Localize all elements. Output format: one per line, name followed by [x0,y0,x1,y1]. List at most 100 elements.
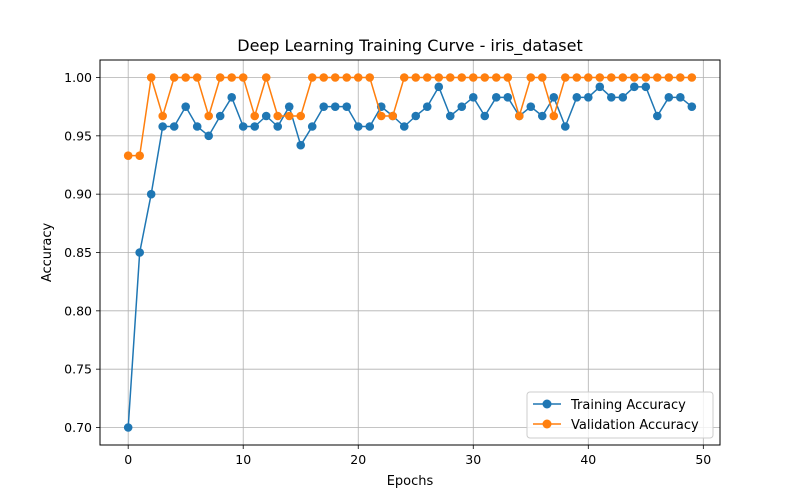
validation-accuracy-point [365,73,375,82]
validation-accuracy-point [572,73,582,82]
training-accuracy-point [560,122,570,131]
validation-accuracy-point [284,111,294,121]
training-accuracy-point [192,122,202,131]
training-accuracy-point [445,111,455,121]
validation-accuracy-point [123,151,133,160]
series-validation-accuracy [123,73,697,160]
x-axis-ticks: 0 10 20 30 40 50 [124,445,711,467]
validation-accuracy-point [606,73,616,82]
y-tick-label: 0.70 [64,420,92,435]
training-accuracy-point [181,102,190,111]
legend-label-validation: Validation Accuracy [571,418,699,433]
training-accuracy-point [399,122,409,131]
training-accuracy-point [215,111,225,121]
x-tick-label: 40 [580,452,596,467]
training-accuracy-point [307,122,317,131]
validation-accuracy-point [468,73,478,82]
y-tick-label: 0.90 [64,187,92,202]
y-tick-label: 0.95 [64,128,92,143]
training-accuracy-point [123,423,133,432]
series-layer [123,73,697,432]
validation-accuracy-point [169,73,179,82]
training-accuracy-point [158,122,167,131]
training-accuracy-point [537,111,547,121]
training-accuracy-point [480,111,490,121]
training-accuracy-point [135,248,144,257]
training-accuracy-point [169,122,179,131]
validation-accuracy-point [227,73,237,82]
legend-box [526,391,714,439]
training-accuracy-point [434,82,444,92]
training-accuracy-point [653,111,662,121]
validation-accuracy-point [296,111,306,121]
validation-accuracy-point [411,73,421,82]
training-accuracy-point [238,122,248,131]
training-accuracy-point [491,93,501,102]
legend-label-training: Training Accuracy [570,398,686,413]
y-axis-ticks: 0.70 0.75 0.80 0.85 0.90 0.95 1.00 [64,70,100,435]
validation-accuracy-point [238,73,248,82]
validation-accuracy-point [618,73,628,82]
validation-accuracy-point [158,111,167,121]
validation-accuracy-point [434,73,444,82]
training-accuracy-point [526,102,536,111]
training-accuracy-point [687,102,697,111]
legend: Training Accuracy Validation Accuracy [526,391,714,439]
validation-accuracy-point [342,73,352,82]
training-accuracy-point [227,93,237,102]
training-accuracy-point [353,122,363,131]
training-accuracy-point [503,93,513,102]
training-accuracy-point [296,140,306,150]
validation-accuracy-point [537,73,547,82]
training-accuracy-point [676,93,685,102]
validation-accuracy-point [641,73,651,82]
validation-accuracy-point [676,73,685,82]
validation-accuracy-point [146,73,156,82]
training-accuracy-point [319,102,329,111]
y-tick-label: 0.80 [64,303,92,318]
x-tick-label: 50 [695,452,711,467]
y-tick-label: 1.00 [64,70,92,85]
training-accuracy-point [618,93,628,102]
validation-accuracy-point [399,73,409,82]
validation-accuracy-point [595,73,605,82]
chart-title: Deep Learning Training Curve - iris_data… [237,36,582,56]
training-accuracy-point [457,102,467,111]
x-tick-label: 10 [235,452,251,467]
validation-accuracy-point [457,73,467,82]
validation-accuracy-point [192,73,202,82]
validation-accuracy-point [480,73,490,82]
validation-accuracy-point [514,111,524,121]
x-tick-label: 0 [124,452,132,467]
training-accuracy-point [549,93,559,102]
training-accuracy-point [342,102,352,111]
training-accuracy-point [422,102,432,111]
training-accuracy-point [411,111,421,121]
training-accuracy-point [572,93,582,102]
validation-accuracy-point [319,73,329,82]
validation-accuracy-point [526,73,536,82]
validation-accuracy-point [630,73,639,82]
validation-accuracy-point [422,73,432,82]
validation-accuracy-point [491,73,501,82]
training-accuracy-point [250,122,260,131]
validation-accuracy-point [687,73,697,82]
training-accuracy-point [330,102,340,111]
legend-marker-training [542,399,552,409]
validation-accuracy-point [330,73,340,82]
validation-accuracy-point [250,111,260,121]
training-accuracy-point [664,93,674,102]
training-accuracy-point [273,122,283,131]
y-axis-label: Accuracy [40,223,55,283]
validation-accuracy-point [181,73,190,82]
y-tick-label: 0.75 [64,362,92,377]
y-tick-label: 0.85 [64,245,92,260]
x-axis-label: Epochs [387,474,434,489]
training-accuracy-point [630,82,639,92]
validation-accuracy-point [273,111,283,121]
validation-accuracy-point [215,73,225,82]
training-accuracy-point [284,102,294,111]
validation-accuracy-point [653,73,662,82]
validation-accuracy-point [307,73,317,82]
